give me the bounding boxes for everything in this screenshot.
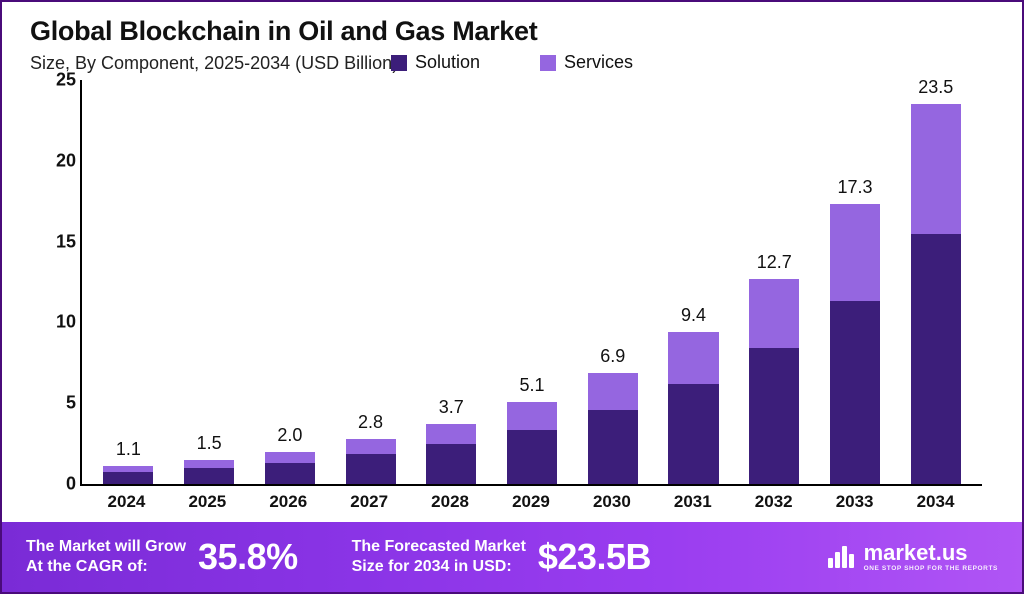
legend-item-solution: Solution (391, 52, 480, 73)
bar-stack (184, 460, 234, 484)
bar-segment-solution (184, 468, 234, 484)
bar-stack (911, 104, 961, 484)
bar-stack (588, 373, 638, 484)
bar-segment-solution (507, 430, 557, 484)
bar-segment-services (507, 402, 557, 430)
bar-total-label: 1.1 (116, 439, 141, 460)
bar-group: 3.7 (411, 80, 492, 484)
bar-stack (749, 279, 799, 484)
bar-segment-services (265, 452, 315, 463)
x-tick-label: 2030 (571, 492, 652, 512)
bars-container: 1.1 1.5 2.0 2.8 3.7 5.1 6.9 9.4 12.7 17.3 23.5 (82, 80, 982, 484)
bar-group: 2.8 (330, 80, 411, 484)
legend-label: Solution (415, 52, 480, 73)
brand-tagline: ONE STOP SHOP FOR THE REPORTS (864, 566, 998, 573)
bar-total-label: 6.9 (600, 346, 625, 367)
bar-segment-solution (426, 444, 476, 484)
bar-total-label: 1.5 (197, 433, 222, 454)
bar-group: 9.4 (653, 80, 734, 484)
bar-total-label: 2.0 (277, 425, 302, 446)
forecast-label: The Forecasted MarketSize for 2034 in US… (352, 537, 526, 577)
bar-group: 6.9 (572, 80, 653, 484)
bar-stack (103, 466, 153, 484)
x-tick-label: 2034 (895, 492, 976, 512)
y-tick-label: 20 (36, 150, 76, 171)
bar-segment-solution (830, 301, 880, 484)
bar-segment-services (346, 439, 396, 454)
x-tick-label: 2029 (491, 492, 572, 512)
bar-total-label: 2.8 (358, 412, 383, 433)
bar-group: 17.3 (815, 80, 896, 484)
legend-swatch-services (540, 55, 556, 71)
bar-group: 5.1 (492, 80, 573, 484)
plot: 1.11.52.02.83.75.16.99.412.717.323.5 051… (80, 80, 982, 486)
bar-segment-solution (749, 348, 799, 484)
bar-total-label: 23.5 (918, 77, 953, 98)
footer-band: The Market will GrowAt the CAGR of: 35.8… (2, 522, 1022, 592)
bar-stack (668, 332, 718, 484)
bar-segment-solution (103, 472, 153, 484)
x-tick-label: 2025 (167, 492, 248, 512)
brand-text: market.us ONE STOP SHOP FOR THE REPORTS (864, 542, 998, 573)
y-tick-label: 0 (36, 474, 76, 495)
bar-stack (265, 452, 315, 484)
forecast-value: $23.5B (538, 536, 651, 578)
bar-segment-solution (668, 384, 718, 484)
y-tick-label: 5 (36, 393, 76, 414)
legend-label: Services (564, 52, 633, 73)
cagr-label: The Market will GrowAt the CAGR of: (26, 537, 186, 577)
chart-area: Solution Services 1.11.52.02.83.75.16.99… (2, 76, 1022, 486)
bar-total-label: 9.4 (681, 305, 706, 326)
x-tick-label: 2033 (814, 492, 895, 512)
bar-total-label: 3.7 (439, 397, 464, 418)
bar-segment-services (830, 204, 880, 300)
legend: Solution Services (2, 52, 1022, 73)
x-tick-label: 2031 (652, 492, 733, 512)
bar-segment-services (426, 424, 476, 444)
bar-stack (507, 402, 557, 484)
cagr-value: 35.8% (198, 536, 298, 578)
bar-stack (346, 439, 396, 484)
bar-group: 2.0 (249, 80, 330, 484)
x-axis-labels: 2024202520262027202820292030203120322033… (62, 486, 982, 512)
bar-segment-services (588, 373, 638, 411)
y-tick-label: 25 (36, 70, 76, 91)
x-tick-label: 2024 (86, 492, 167, 512)
bar-group: 23.5 (895, 80, 976, 484)
legend-item-services: Services (540, 52, 633, 73)
bar-stack (830, 204, 880, 484)
bar-segment-solution (265, 463, 315, 484)
legend-swatch-solution (391, 55, 407, 71)
brand-logo-icon (828, 546, 854, 568)
bar-total-label: 17.3 (837, 177, 872, 198)
x-tick-label: 2026 (248, 492, 329, 512)
bar-total-label: 5.1 (520, 375, 545, 396)
bar-group: 1.5 (169, 80, 250, 484)
x-tick-label: 2032 (733, 492, 814, 512)
bar-stack (426, 424, 476, 484)
bar-segment-services (749, 279, 799, 348)
brand-name: market.us (864, 542, 998, 564)
bar-segment-solution (588, 410, 638, 484)
y-tick-label: 15 (36, 231, 76, 252)
x-tick-label: 2028 (410, 492, 491, 512)
bar-segment-services (668, 332, 718, 384)
chart-card: Global Blockchain in Oil and Gas Market … (0, 0, 1024, 594)
bar-segment-solution (911, 234, 961, 484)
bar-total-label: 12.7 (757, 252, 792, 273)
brand: market.us ONE STOP SHOP FOR THE REPORTS (828, 542, 998, 573)
bar-segment-services (911, 104, 961, 233)
y-tick-label: 10 (36, 312, 76, 333)
chart-title: Global Blockchain in Oil and Gas Market (30, 16, 994, 47)
bar-group: 12.7 (734, 80, 815, 484)
bar-segment-solution (346, 454, 396, 484)
bar-segment-services (184, 460, 234, 468)
bar-group: 1.1 (88, 80, 169, 484)
x-tick-label: 2027 (329, 492, 410, 512)
